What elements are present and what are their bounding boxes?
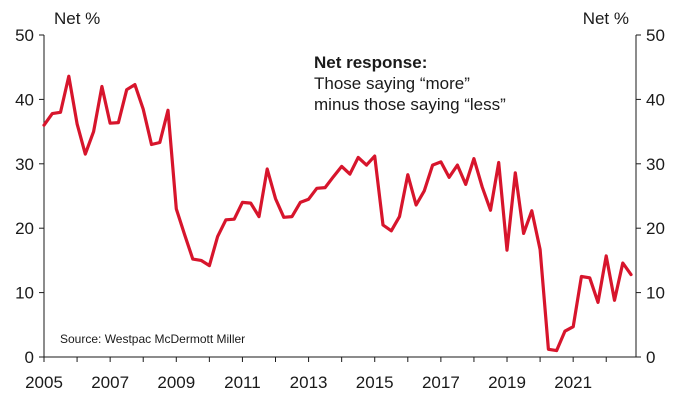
annotation-heading: Net response: xyxy=(314,53,427,72)
right-axis-ticks: 0 10 20 30 40 50 xyxy=(636,26,665,367)
left-tick-label: 30 xyxy=(15,155,34,174)
right-tick-label: 30 xyxy=(646,155,665,174)
x-tick-label: 2021 xyxy=(554,373,592,392)
left-tick-label: 10 xyxy=(15,284,34,303)
left-tick-label: 20 xyxy=(15,219,34,238)
annotation-line-2: minus those saying “less” xyxy=(314,95,506,114)
left-tick-label: 0 xyxy=(25,348,34,367)
x-tick-label: 2017 xyxy=(422,373,460,392)
annotation-line-1: Those saying “more” xyxy=(314,74,470,93)
right-tick-label: 10 xyxy=(646,284,665,303)
x-tick-label: 2015 xyxy=(356,373,394,392)
source-note: Source: Westpac McDermott Miller xyxy=(60,332,245,346)
right-axis-unit-label: Net % xyxy=(583,9,629,28)
x-tick-label: 2007 xyxy=(91,373,129,392)
bottom-axis-ticks: 2005 2007 2009 2011 2013 2015 2017 2019 2021 xyxy=(25,357,607,392)
left-tick-label: 50 xyxy=(15,26,34,45)
left-axis-unit-label: Net % xyxy=(54,9,100,28)
right-tick-label: 40 xyxy=(646,90,665,109)
left-tick-label: 40 xyxy=(15,90,34,109)
axes xyxy=(43,35,637,358)
right-tick-label: 20 xyxy=(646,219,665,238)
right-tick-label: 50 xyxy=(646,26,665,45)
x-tick-label: 2019 xyxy=(488,373,526,392)
right-tick-label: 0 xyxy=(646,348,655,367)
x-tick-label: 2005 xyxy=(25,373,63,392)
series-line xyxy=(42,74,633,353)
x-tick-label: 2011 xyxy=(224,373,261,392)
series-layer xyxy=(42,74,633,353)
x-tick-label: 2009 xyxy=(157,373,195,392)
left-axis-ticks: 0 10 20 30 40 50 xyxy=(15,26,44,367)
x-tick-label: 2013 xyxy=(290,373,328,392)
